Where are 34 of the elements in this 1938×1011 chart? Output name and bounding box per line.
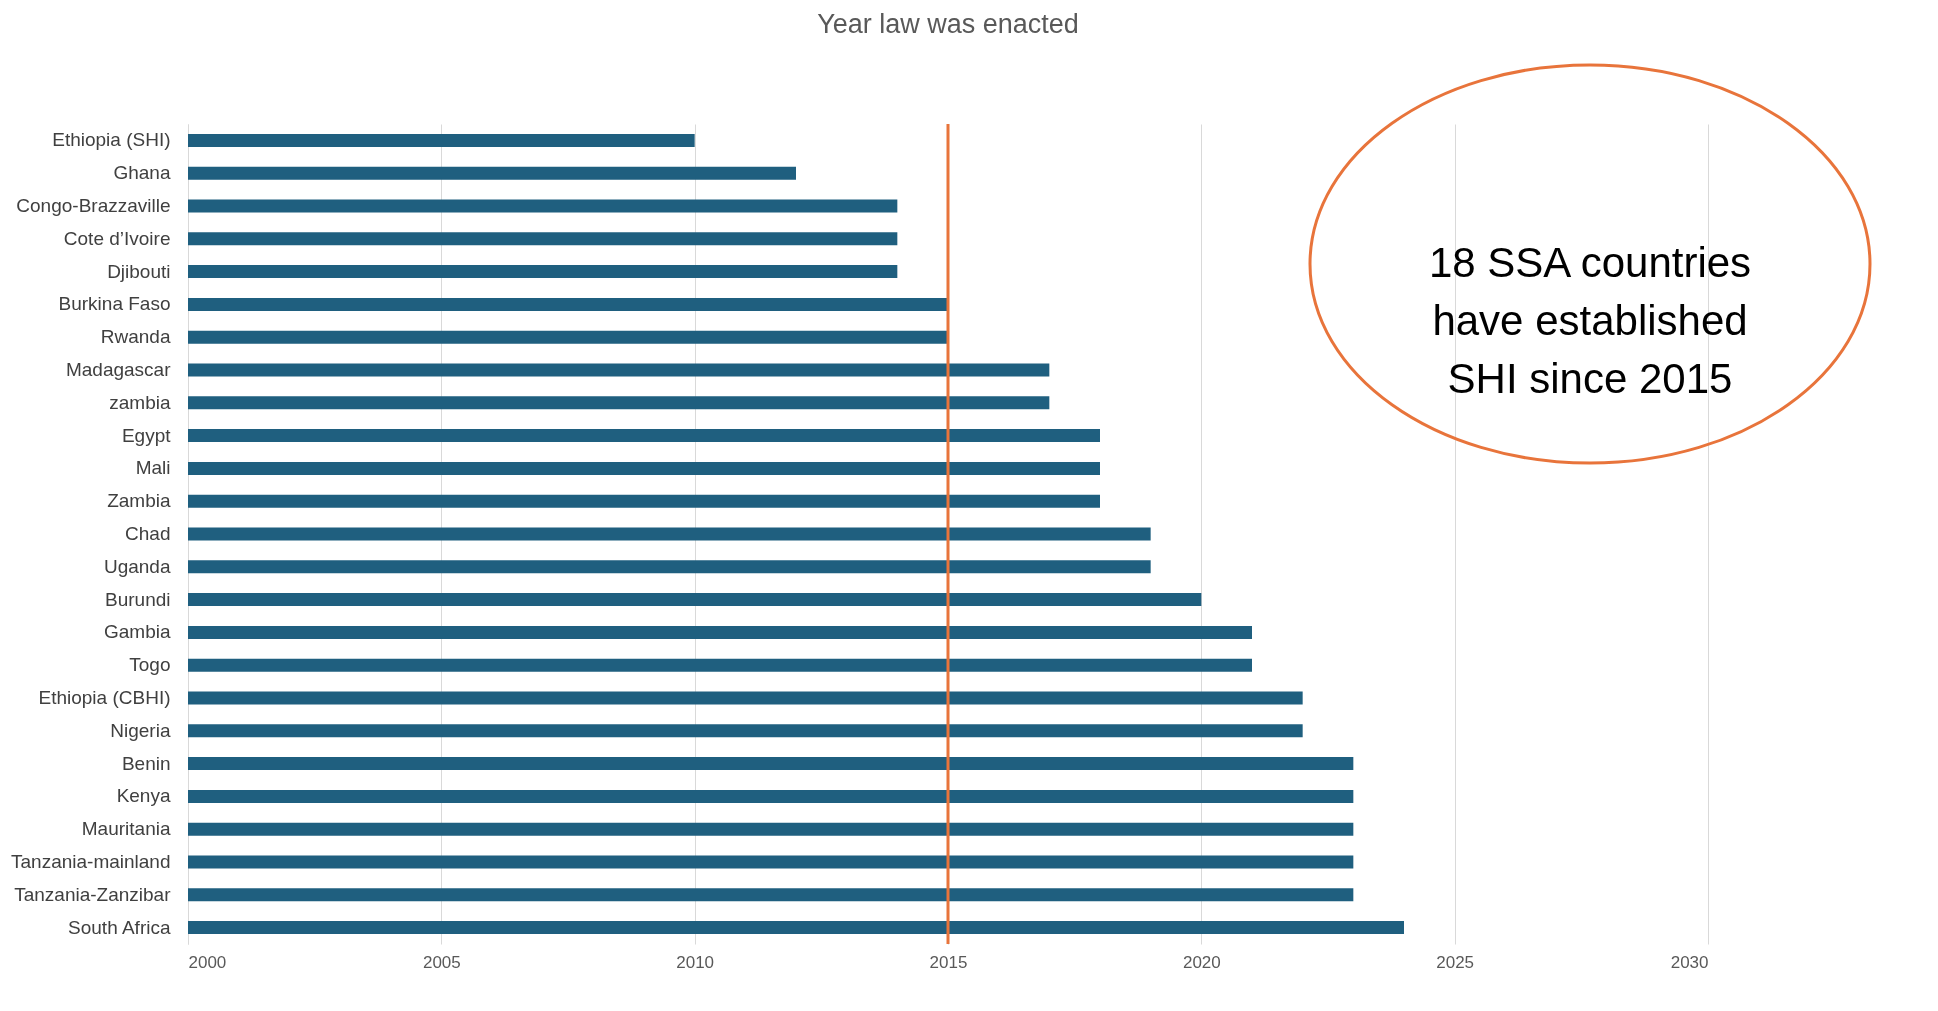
y-tick-label: Mauritania [81, 818, 171, 840]
x-tick-label: 2030 [1670, 952, 1709, 972]
y-tick-label: Zambia [107, 490, 171, 512]
y-tick-label: Cote d’Ivoire [63, 227, 171, 249]
chart-title: Year law was enacted [817, 8, 1079, 39]
y-tick-label: Burundi [105, 588, 171, 610]
x-tick-label: 2020 [1182, 952, 1221, 972]
y-tick-label: Mali [135, 457, 171, 479]
y-tick-label: zambia [109, 391, 171, 413]
x-tick-label: 2010 [676, 952, 715, 972]
y-tick-label: Togo [129, 654, 171, 676]
y-tick-label: Burkina Faso [58, 293, 171, 315]
y-tick-label: Rwanda [100, 326, 171, 348]
x-tick-label: 2005 [422, 952, 461, 972]
annotation: 18 SSA countries have established SHI since 2015 [1428, 239, 1752, 402]
y-tick-label: Tanzania-Zanzibar [14, 883, 172, 905]
x-tick-label: 2015 [929, 952, 968, 972]
y-tick-label: Egypt [121, 424, 172, 446]
y-tick-label: Ghana [113, 162, 171, 184]
x-tick-label: 2025 [1436, 952, 1475, 972]
y-tick-label: Benin [121, 752, 171, 774]
y-tick-label: Tanzania-mainland [11, 851, 171, 872]
y-tick-label: Nigeria [110, 719, 171, 741]
y-tick-label: South Africa [68, 916, 171, 938]
y-tick-label: Uganda [103, 555, 171, 577]
y-tick-label: Chad [125, 523, 171, 544]
y-tick-label: Gambia [103, 621, 171, 643]
y-tick-label: Congo-Brazzaville [16, 195, 171, 216]
y-tick-label: Djibouti [107, 260, 171, 282]
y-tick-label: Ethiopia (SHI) [52, 129, 171, 151]
x-tick-label: 2000 [188, 952, 227, 972]
y-tick-label: Kenya [116, 785, 171, 807]
y-tick-label: Madagascar [65, 359, 172, 380]
y-tick-label: Ethiopia (CBHI) [38, 687, 171, 708]
